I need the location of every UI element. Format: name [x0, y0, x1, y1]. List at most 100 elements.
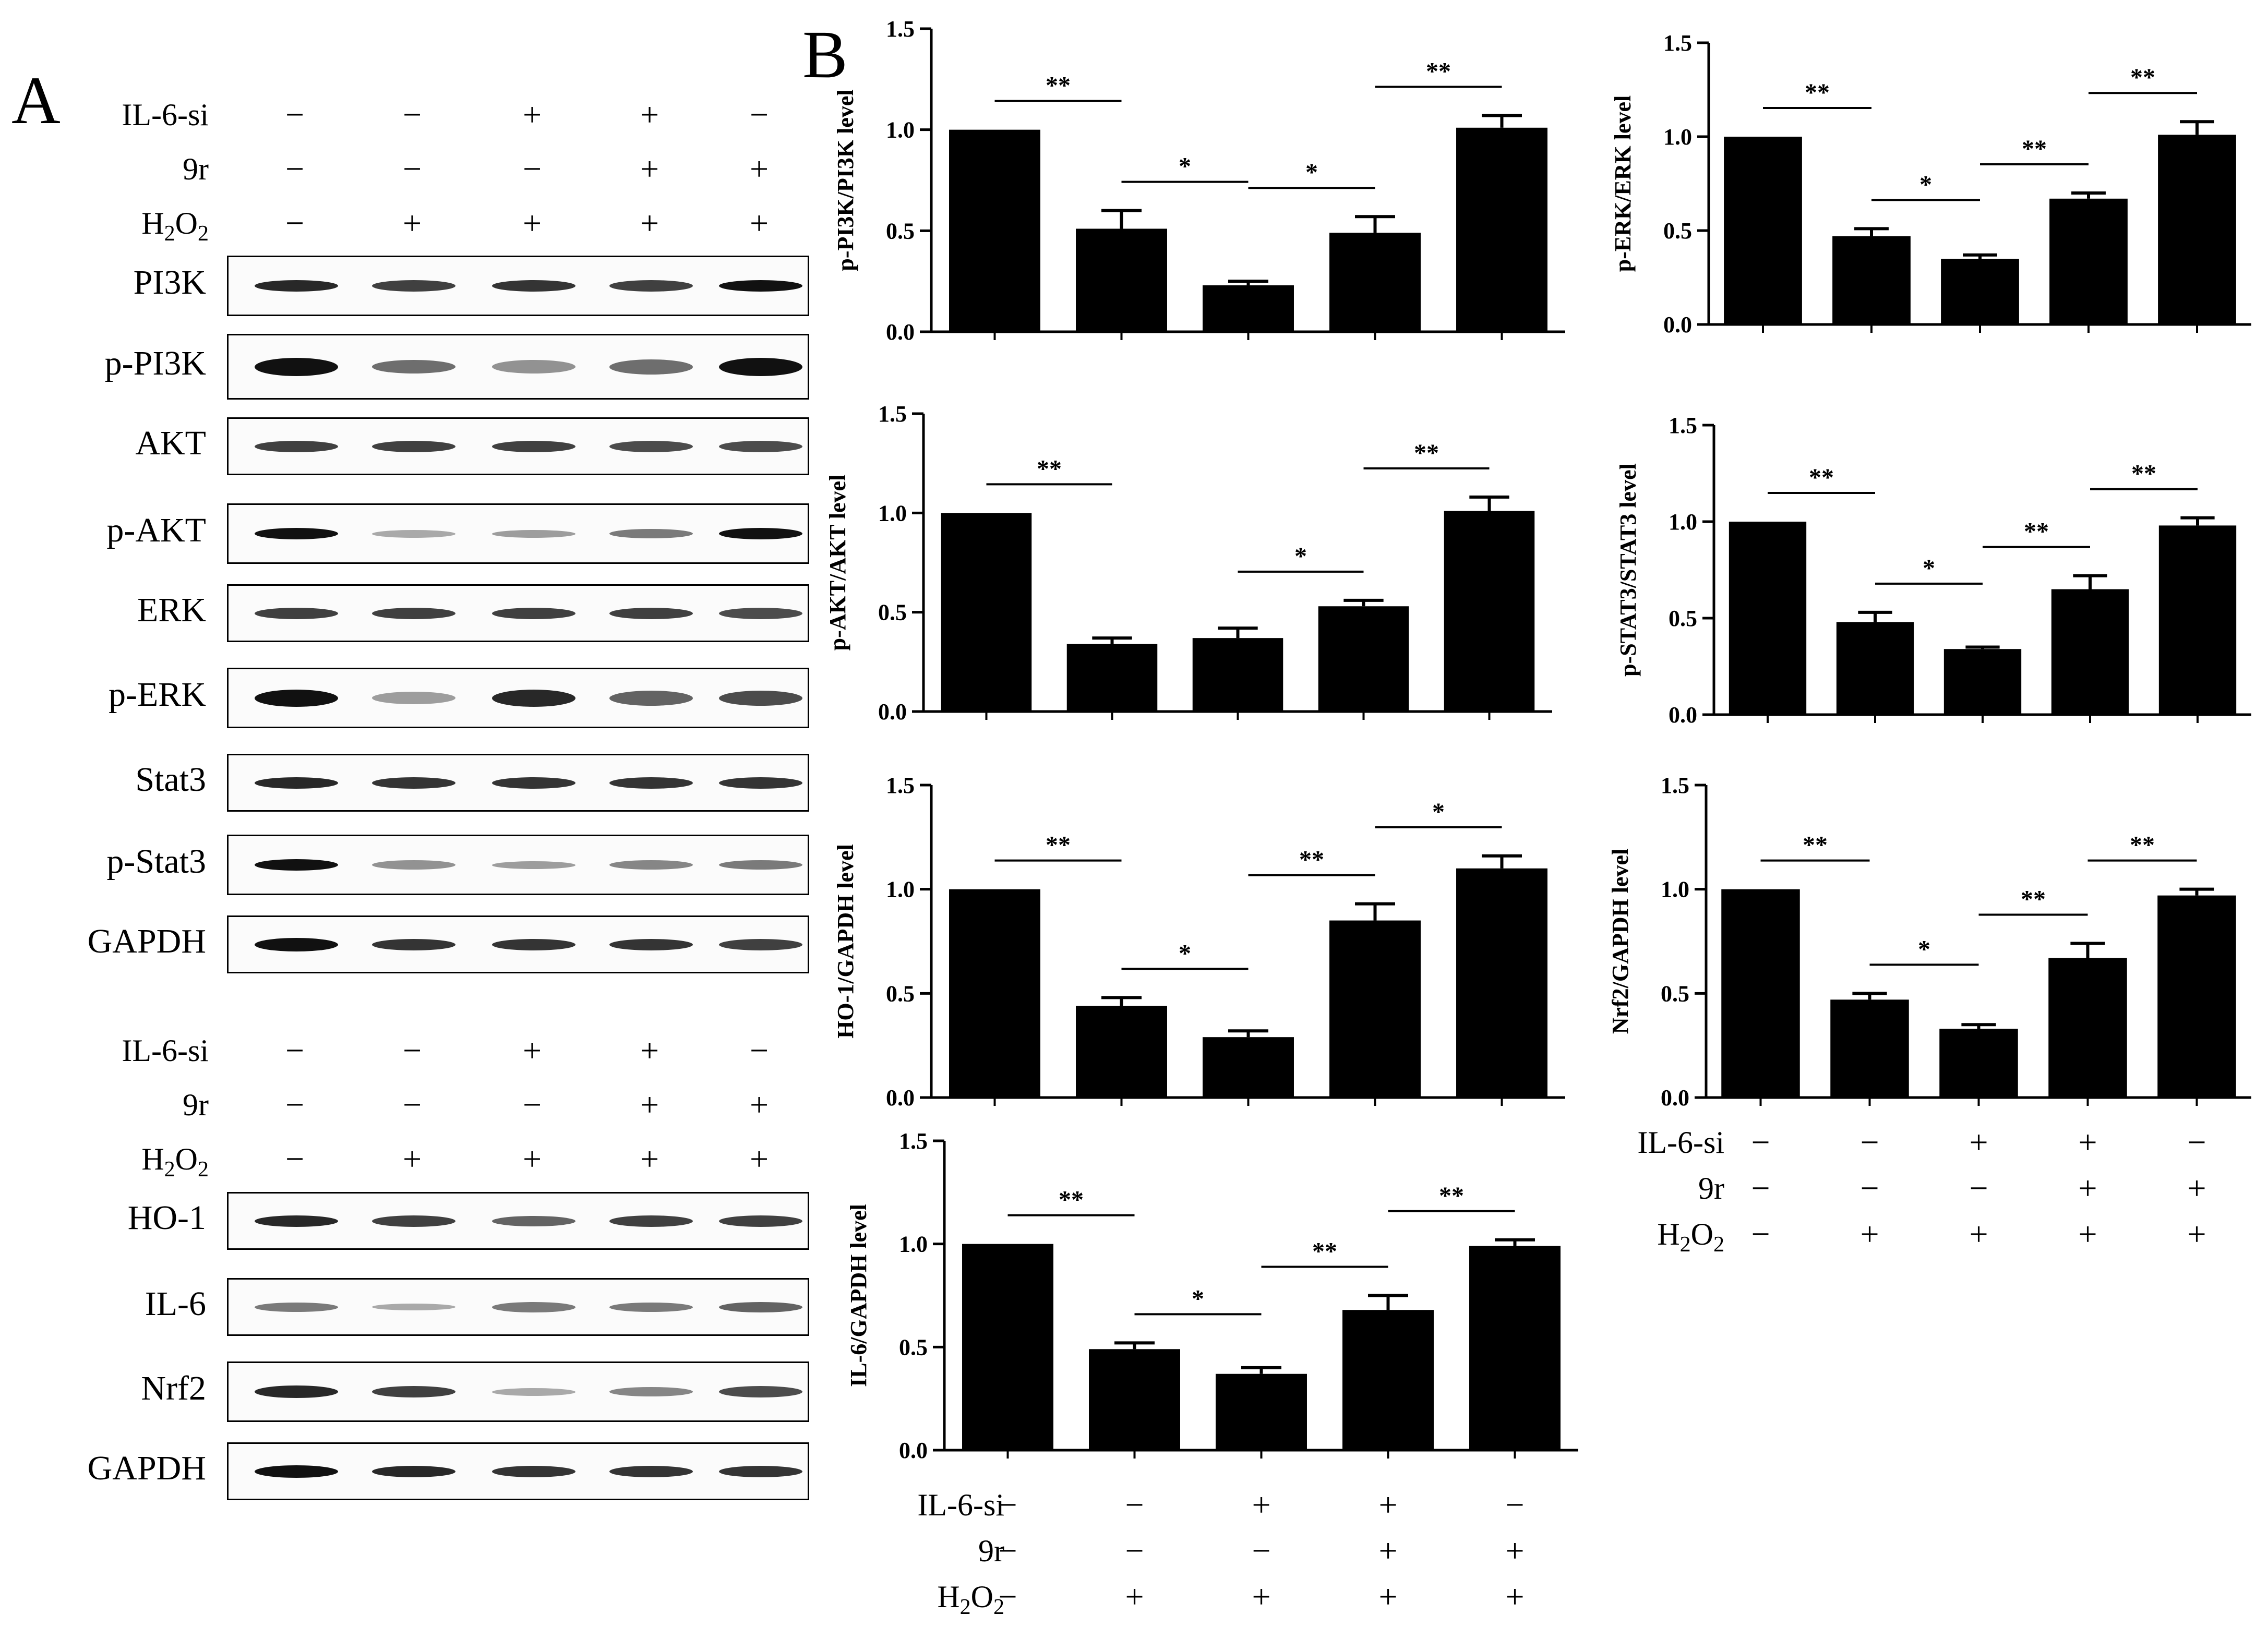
- blot-top-band-8-2: [492, 938, 575, 950]
- cond-a-bottom-sign-2-3: +: [640, 1140, 659, 1177]
- chart-5-bar-0: [1721, 889, 1800, 1098]
- blot-bottom-image-1: [227, 1278, 809, 1336]
- chart-3: 0.00.51.01.5p-STAT3/STAT3 level *******: [1615, 413, 2251, 728]
- chart-4-ylabel: HO-1/GAPDH level: [833, 844, 858, 1039]
- chart-1-sig-label-2: **: [2022, 135, 2047, 163]
- chart-1-ylabel: p-ERK/ERK level: [1610, 95, 1636, 272]
- chart-5-ytick-label-3: 1.5: [1661, 773, 1689, 798]
- cond-a-top-sign-0-1: −: [402, 96, 422, 133]
- chart-2-sig-label-2: **: [1414, 439, 1439, 467]
- blot-top-band-3-3: [609, 529, 693, 538]
- blot-top-label-8: GAPDH: [87, 922, 206, 960]
- chart-2-bar-3: [1318, 606, 1409, 712]
- cond-b-bottom-sign-0-4: −: [1505, 1486, 1525, 1523]
- cond-a-bottom-sign-2-1: +: [402, 1140, 422, 1177]
- chart-4-bar-2: [1203, 1037, 1294, 1098]
- cond-a-bottom-label-0: IL-6-si: [122, 1033, 209, 1068]
- blot-top-band-0-1: [372, 280, 455, 292]
- chart-3-ylabel: p-STAT3/STAT3 level: [1615, 463, 1641, 677]
- chart-4-bar-0: [949, 889, 1040, 1098]
- blot-top-band-6-2: [492, 777, 575, 789]
- cond-a-bottom-label-1: 9r: [183, 1088, 209, 1122]
- chart-0-bar-1: [1076, 228, 1167, 332]
- cond-b-bottom-sign-1-0: −: [998, 1532, 1017, 1569]
- chart-5-ytick-label-0: 0.0: [1661, 1085, 1689, 1111]
- cond-b-right-sign-0-0: −: [1751, 1124, 1770, 1161]
- cond-b-right-sign-1-4: +: [2187, 1170, 2206, 1207]
- chart-3-ytick-label-0: 0.0: [1669, 702, 1697, 728]
- chart-4-sig-label-2: **: [1299, 846, 1324, 874]
- chart-1-bar-4: [2158, 135, 2236, 324]
- blot-top-band-1-2: [492, 360, 575, 373]
- blot-bottom-band-0-2: [492, 1215, 575, 1226]
- chart-1-ytick-label-1: 0.5: [1663, 218, 1692, 244]
- chart-1-ytick-label-2: 1.0: [1663, 124, 1692, 150]
- blot-top-band-4-3: [609, 607, 693, 619]
- cond-b-bottom-label-1: 9r: [978, 1534, 1004, 1568]
- blot-bottom-label-0: HO-1: [127, 1198, 206, 1237]
- chart-4-sig-label-3: *: [1432, 798, 1445, 826]
- chart-5-bar-3: [2048, 958, 2127, 1098]
- blot-top-band-6-1: [372, 777, 455, 789]
- cond-a-top-sign-2-4: +: [749, 204, 769, 242]
- blot-top-band-1-0: [255, 357, 338, 376]
- chart-2-ytick-label-2: 1.0: [878, 500, 907, 526]
- chart-6: 0.00.51.01.5IL-6/GAPDH level*******: [846, 1128, 1578, 1463]
- chart-1-bar-1: [1832, 236, 1911, 324]
- chart-4-bar-1: [1076, 1006, 1167, 1098]
- blot-top-image-0: [227, 256, 809, 316]
- chart-6-ytick-label-0: 0.0: [899, 1438, 928, 1463]
- chart-4-ytick-label-1: 0.5: [886, 981, 915, 1006]
- chart-6-bar-4: [1469, 1246, 1561, 1450]
- blot-bottom-band-0-1: [372, 1215, 455, 1227]
- chart-4-sig-label-0: **: [1046, 831, 1071, 859]
- blot-top-band-5-0: [255, 689, 338, 707]
- blot-top-image-8: [227, 915, 809, 973]
- chart-0-ylabel: p-PI3K/PI3K level: [833, 89, 858, 271]
- cond-a-top-sign-2-0: −: [285, 204, 305, 242]
- blot-top-band-3-1: [372, 529, 455, 538]
- chart-6-bar-3: [1342, 1310, 1434, 1450]
- cond-b-right-sign-1-2: −: [1969, 1170, 1988, 1207]
- cond-a-top-sign-0-2: +: [522, 96, 542, 133]
- cond-a-top-sign-2-2: +: [522, 204, 542, 242]
- cond-b-bottom-label-0: IL-6-si: [917, 1488, 1004, 1522]
- chart-3-bar-4: [2158, 525, 2237, 715]
- blot-top-band-7-1: [372, 860, 455, 870]
- chart-6-ytick-label-3: 1.5: [899, 1128, 928, 1154]
- blot-bottom-band-1-0: [255, 1302, 338, 1312]
- blot-top-band-6-4: [719, 777, 802, 789]
- chart-4-bar-4: [1456, 868, 1547, 1098]
- blot-top-band-8-1: [372, 938, 455, 950]
- blot-bottom-band-2-1: [372, 1386, 455, 1397]
- panel-b-letter: B: [802, 17, 848, 92]
- chart-1-bar-2: [1941, 259, 2019, 324]
- chart-0-bar-3: [1329, 233, 1421, 332]
- blot-bottom-band-2-3: [609, 1387, 693, 1396]
- chart-3-sig-label-3: **: [2131, 460, 2156, 488]
- cond-b-bottom-sign-2-4: +: [1505, 1578, 1525, 1615]
- cond-b-right-sign-2-4: +: [2187, 1215, 2206, 1252]
- cond-a-top-sign-0-4: −: [749, 96, 769, 133]
- chart-5-bar-2: [1939, 1029, 2018, 1098]
- cond-a-top-sign-0-3: +: [640, 96, 659, 133]
- cond-a-bottom-sign-0-0: −: [285, 1032, 305, 1069]
- chart-3-bar-1: [1836, 622, 1914, 715]
- cond-a-bottom-sign-1-0: −: [285, 1086, 305, 1123]
- chart-1-sig-label-0: **: [1805, 79, 1830, 106]
- chart-0-ytick-label-1: 0.5: [886, 218, 915, 244]
- blot-bottom-band-3-4: [719, 1465, 802, 1477]
- chart-2-bar-0: [941, 513, 1032, 712]
- chart-1: 0.00.51.01.5p-ERK/ERK level*******: [1610, 30, 2251, 338]
- chart-2-ytick-label-1: 0.5: [878, 600, 907, 625]
- chart-6-bar-1: [1089, 1349, 1180, 1450]
- chart-0-bar-0: [949, 129, 1040, 332]
- cond-b-right-sign-0-3: +: [2078, 1124, 2097, 1161]
- chart-5-bar-1: [1830, 999, 1909, 1098]
- blot-bottom-image-3: [227, 1442, 809, 1500]
- chart-5-sig-label-0: **: [1803, 831, 1828, 859]
- cond-b-right-sign-2-3: +: [2078, 1215, 2097, 1252]
- blot-bottom-image-2: [227, 1361, 809, 1422]
- chart-0-bar-2: [1203, 285, 1294, 332]
- blot-top-band-7-2: [492, 861, 575, 869]
